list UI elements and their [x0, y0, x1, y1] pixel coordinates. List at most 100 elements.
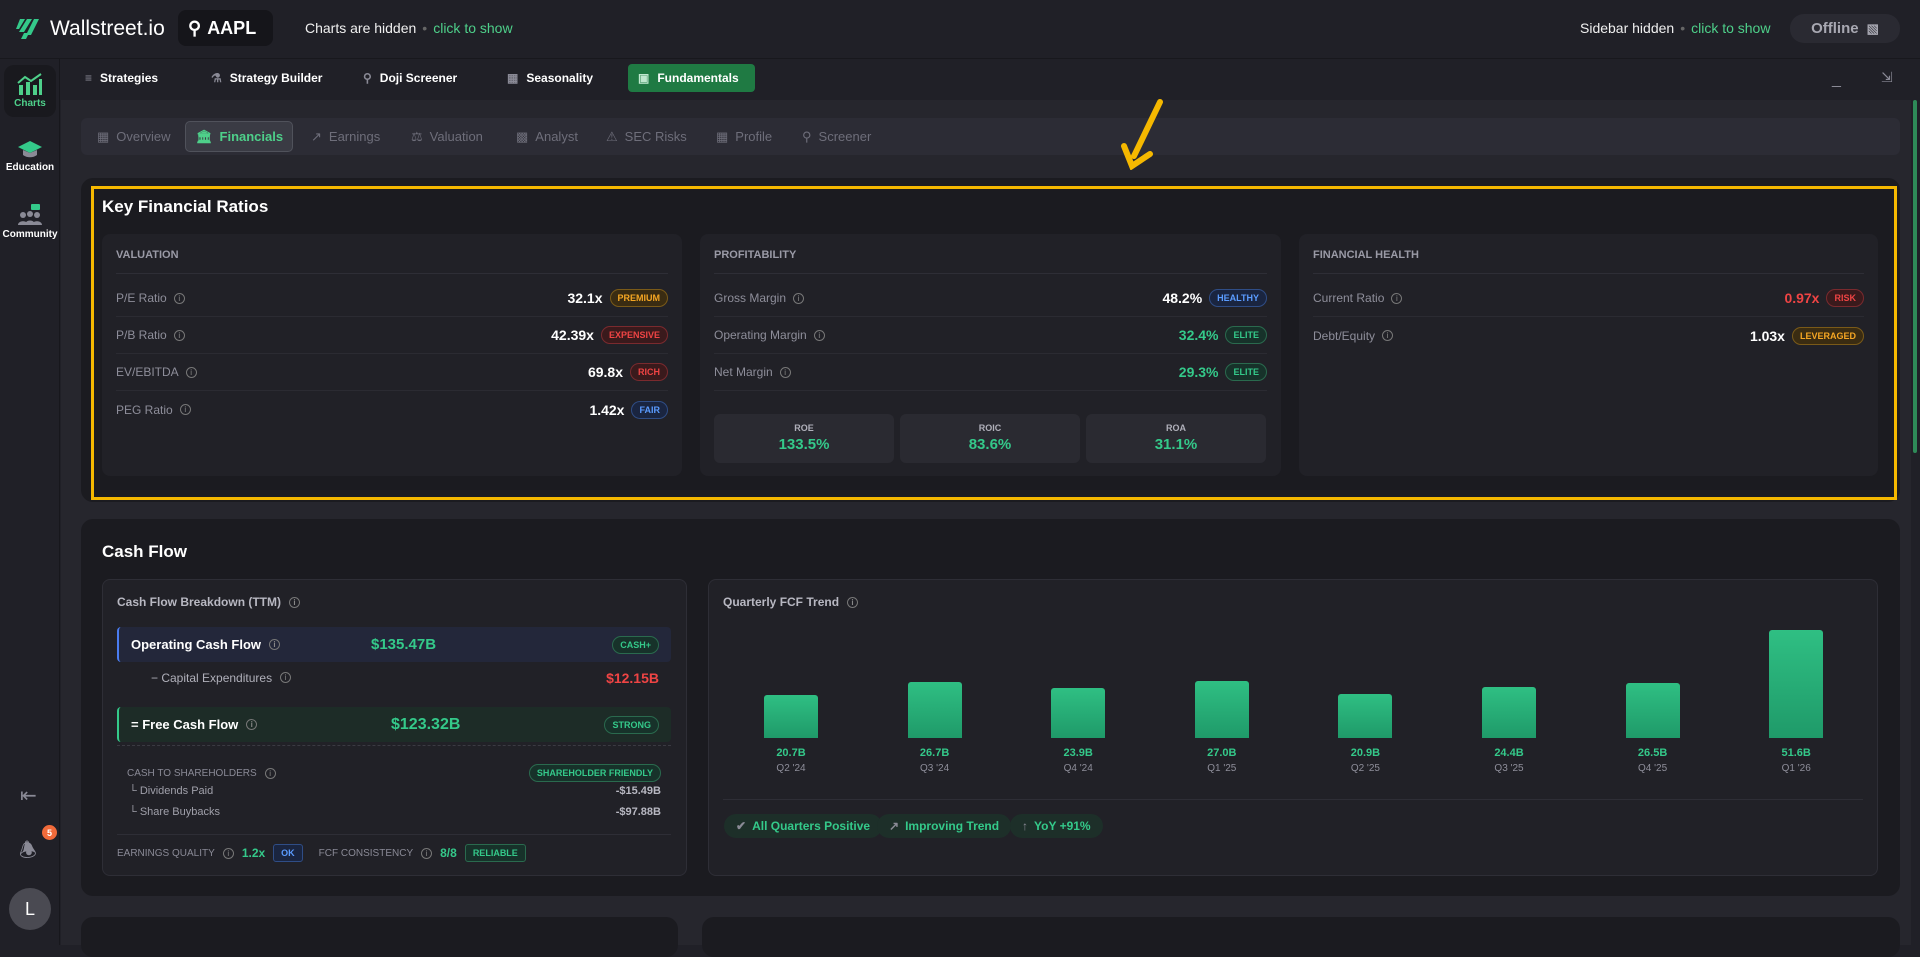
info-icon[interactable]: i — [779, 366, 791, 378]
panel-title: FINANCIAL HEALTH — [1313, 249, 1864, 274]
tab-label: Profile — [735, 129, 773, 144]
user-avatar[interactable]: L — [9, 888, 51, 930]
info-icon[interactable]: i — [1382, 330, 1394, 341]
hint-text: Charts are hidden — [305, 20, 417, 36]
metric-label: ROA — [1166, 423, 1186, 433]
info-icon[interactable]: i — [185, 366, 197, 378]
fcf-bar[interactable] — [764, 694, 818, 738]
sidebar-item-education[interactable]: Education — [4, 131, 56, 181]
bar-quarter-label: Q2 '25 — [1350, 763, 1380, 774]
info-icon[interactable]: i — [264, 767, 276, 779]
tab-profile[interactable]: ▦ Profile — [706, 121, 782, 152]
roa-metric: ROA 31.1% — [1086, 414, 1266, 463]
show-sidebar-link[interactable]: click to show — [1691, 20, 1771, 36]
scrollbar-thumb[interactable] — [1913, 100, 1917, 453]
fcf-consistency-value: 8/8 — [440, 846, 457, 860]
tab-financials[interactable]: 🏛 Financials — [185, 121, 293, 152]
arrow-up-icon: ↑ — [1022, 819, 1028, 833]
tool-seasonality[interactable]: ▦ Seasonality — [497, 64, 603, 92]
graduation-cap-icon — [18, 141, 42, 158]
sidebar-item-community[interactable]: Community — [3, 196, 58, 248]
fcf-bar[interactable] — [1051, 687, 1106, 738]
bar-chart-icon: ▩ — [516, 128, 529, 144]
row-value: $123.32B — [391, 715, 461, 733]
ticker-search[interactable]: ⚲ AAPL — [178, 10, 273, 46]
ratio-label: Net Margin — [714, 365, 773, 379]
left-sidebar: Charts Education Community ⇤ 🕭 5 L — [0, 59, 60, 945]
offline-status-button[interactable]: Offline ▧ — [1790, 14, 1900, 43]
tool-fundamentals[interactable]: ▣ Fundamentals — [628, 64, 755, 92]
pill-label: All Quarters Positive — [752, 819, 871, 833]
panel-title: PROFITABILITY — [714, 249, 1267, 274]
row-value: $12.15B — [606, 669, 659, 686]
info-icon[interactable]: i — [793, 292, 805, 304]
tab-sec-risks[interactable]: ⚠ SEC Risks — [596, 121, 697, 152]
minimize-button[interactable]: _ — [1832, 71, 1841, 88]
ratio-value: 69.8x — [587, 364, 623, 380]
info-icon[interactable]: i — [222, 847, 234, 859]
tool-label: Strategies — [100, 71, 159, 85]
ratio-label: EV/EBITDA — [116, 365, 179, 379]
info-icon[interactable]: i — [813, 329, 825, 341]
ratio-value: 32.4% — [1178, 327, 1219, 343]
tab-valuation[interactable]: ⚖ Valuation — [401, 121, 493, 152]
ratio-value: 29.3% — [1178, 364, 1219, 380]
tab-overview[interactable]: ▦ Overview — [87, 121, 180, 152]
sidebar-item-charts[interactable]: Charts — [4, 65, 56, 117]
separator: • — [1680, 20, 1686, 36]
info-icon[interactable]: i — [246, 719, 258, 730]
tool-label: Doji Screener — [379, 71, 458, 85]
fcf-bar[interactable] — [1769, 630, 1824, 738]
show-charts-link[interactable]: click to show — [433, 20, 513, 36]
collapse-icon[interactable]: ⇲ — [1881, 69, 1893, 85]
sidebar-hidden-hint[interactable]: Sidebar hidden • click to show — [1580, 20, 1770, 36]
info-icon[interactable]: i — [179, 404, 191, 415]
tab-analyst[interactable]: ▩ Analyst — [506, 121, 588, 152]
fcf-bar[interactable] — [1194, 681, 1249, 738]
ratio-value: 0.97x — [1784, 290, 1820, 306]
row-label: CASH TO SHAREHOLDERS — [127, 767, 257, 779]
fcf-bar[interactable] — [1338, 694, 1393, 738]
ratio-row: Gross Margin i 48.2% HEALTHY — [714, 280, 1267, 317]
tool-strategies[interactable]: ≡ Strategies — [75, 64, 168, 92]
info-icon[interactable]: i — [173, 329, 185, 341]
logout-icon[interactable]: ⇤ — [20, 785, 37, 807]
tool-label: Strategy Builder — [229, 71, 323, 85]
pill-label: YoY +91% — [1034, 819, 1091, 833]
divider — [117, 834, 671, 835]
info-icon[interactable]: i — [269, 639, 281, 650]
fcf-bar[interactable] — [907, 682, 962, 738]
tab-label: Financials — [219, 129, 284, 144]
info-icon[interactable]: i — [421, 847, 433, 859]
info-icon[interactable]: i — [847, 596, 859, 608]
hint-text: Sidebar hidden — [1580, 20, 1675, 36]
info-icon[interactable]: i — [173, 292, 185, 304]
fcf-bar[interactable] — [1482, 686, 1536, 738]
charts-hidden-hint[interactable]: Charts are hidden • click to show — [305, 20, 513, 36]
roic-metric: ROIC 83.6% — [900, 414, 1080, 463]
list-search-icon: ≡ — [85, 71, 93, 85]
scale-icon: ⚖ — [411, 128, 423, 144]
dividends-row: └ Dividends Paid -$15.49B — [129, 785, 661, 797]
panel-title: Quarterly FCF Trend i — [723, 595, 859, 609]
bell-icon[interactable]: 🕭 — [19, 840, 37, 862]
tab-screener[interactable]: ⚲ Screener — [792, 121, 881, 152]
logo[interactable]: Wallstreet.io — [16, 17, 165, 41]
earnings-quality-label: EARNINGS QUALITY — [117, 847, 215, 859]
info-icon[interactable]: i — [289, 596, 301, 608]
fcf-bar[interactable] — [1625, 682, 1680, 738]
earnings-quality-value: 1.2x — [241, 846, 266, 860]
buybacks-row: └ Share Buybacks -$97.88B — [129, 806, 661, 818]
tool-doji-screener[interactable]: ⚲ Doji Screener — [353, 64, 467, 92]
calendar-icon: ▦ — [507, 71, 519, 85]
info-icon[interactable]: i — [280, 672, 292, 683]
fundamentals-tabs: ▦ Overview 🏛 Financials ↗ Earnings ⚖ Valuati… — [81, 118, 1900, 155]
tab-earnings[interactable]: ↗ Earnings — [301, 121, 390, 152]
info-icon[interactable]: i — [1391, 292, 1403, 304]
status-badge: SHAREHOLDER FRIENDLY — [528, 764, 661, 782]
tool-strategy-builder[interactable]: ⚗ Strategy Builder — [201, 64, 332, 92]
ratio-label: Current Ratio — [1313, 291, 1385, 305]
ratio-row: Net Margin i 29.3% ELITE — [714, 354, 1267, 391]
status-badge: ELITE — [1225, 326, 1267, 344]
tab-label: Valuation — [429, 129, 483, 144]
